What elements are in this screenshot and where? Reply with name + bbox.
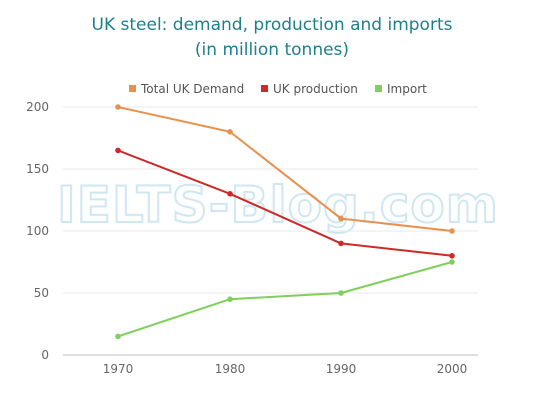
- legend-label-uk-production: UK production: [273, 82, 358, 96]
- series-line-import: [117, 261, 453, 338]
- y-tick-label-0: 0: [41, 348, 49, 362]
- x-tick-label-1980: 1980: [215, 362, 246, 376]
- data-point-total-uk-demand-1970: [115, 104, 121, 110]
- chart-title: UK steel: demand, production and imports: [92, 15, 453, 35]
- series-uk-production: [115, 147, 455, 259]
- series-group: [115, 104, 455, 340]
- y-tick-label-200: 200: [26, 100, 49, 114]
- data-point-uk-production-2000: [449, 253, 455, 259]
- series-total-uk-demand: [115, 104, 455, 234]
- legend-item-total-uk-demand: Total UK Demand: [129, 82, 244, 96]
- y-tick-label-150: 150: [26, 162, 49, 176]
- data-point-import-1990: [338, 290, 344, 296]
- data-point-total-uk-demand-1990: [338, 215, 344, 222]
- chart-subtitle: (in million tonnes): [195, 40, 349, 60]
- watermark: IELTS-Blog.com: [57, 176, 499, 234]
- x-tick-label-1990: 1990: [326, 362, 357, 376]
- y-tick-label-100: 100: [26, 224, 49, 238]
- x-axis: 1970 1980 1990 2000: [103, 362, 468, 376]
- series-import: [115, 259, 455, 340]
- data-point-total-uk-demand-1980: [227, 129, 233, 135]
- data-point-import-1970: [115, 333, 121, 340]
- data-point-uk-production-1990: [338, 240, 344, 247]
- series-line-total-uk-demand: [117, 106, 453, 232]
- legend-label-import: Import: [387, 82, 427, 96]
- data-point-import-2000: [449, 259, 455, 265]
- y-axis: 0 50 100 150 200: [26, 100, 49, 362]
- gridlines: [63, 106, 478, 356]
- x-tick-label-1970: 1970: [103, 362, 134, 376]
- data-point-import-1980: [227, 296, 233, 303]
- legend-label-total-uk-demand: Total UK Demand: [140, 82, 244, 96]
- legend-swatch-uk-production: [261, 85, 268, 92]
- y-tick-label-50: 50: [34, 286, 49, 300]
- legend-swatch-import: [375, 85, 382, 92]
- legend-swatch-total-uk-demand: [129, 85, 136, 92]
- legend: Total UK Demand UK production Import: [129, 82, 427, 96]
- legend-item-import: Import: [375, 82, 427, 96]
- series-line-uk-production: [117, 149, 453, 257]
- data-point-uk-production-1970: [115, 147, 121, 154]
- legend-item-uk-production: UK production: [261, 82, 358, 96]
- data-point-uk-production-1980: [227, 191, 233, 197]
- data-point-total-uk-demand-2000: [449, 228, 455, 234]
- x-tick-label-2000: 2000: [437, 362, 468, 376]
